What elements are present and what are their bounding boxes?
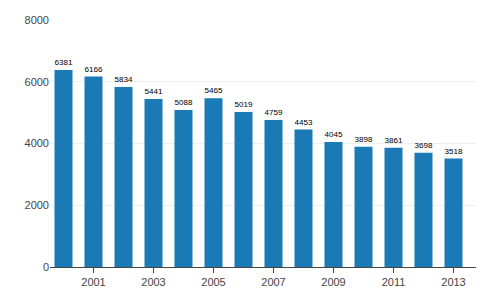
svg-text:6000: 6000 [25, 76, 49, 88]
svg-text:5088: 5088 [175, 98, 193, 107]
svg-text:5441: 5441 [145, 87, 163, 96]
svg-text:2007: 2007 [261, 276, 285, 288]
svg-text:4000: 4000 [25, 137, 49, 149]
svg-text:4045: 4045 [325, 130, 343, 139]
svg-text:5019: 5019 [235, 100, 253, 109]
svg-text:2011: 2011 [382, 276, 406, 288]
svg-text:2009: 2009 [321, 276, 345, 288]
svg-text:0: 0 [43, 261, 49, 273]
svg-text:3861: 3861 [385, 136, 403, 145]
svg-text:2000: 2000 [25, 199, 49, 211]
svg-text:5465: 5465 [205, 86, 223, 95]
svg-text:8000: 8000 [25, 14, 49, 26]
svg-text:6166: 6166 [85, 65, 103, 74]
svg-text:3898: 3898 [355, 135, 373, 144]
svg-text:4453: 4453 [295, 118, 313, 127]
svg-text:5834: 5834 [115, 75, 133, 84]
svg-text:2001: 2001 [81, 276, 105, 288]
svg-text:2003: 2003 [141, 276, 165, 288]
svg-text:3518: 3518 [445, 147, 463, 156]
svg-text:6381: 6381 [55, 58, 73, 67]
svg-text:2013: 2013 [441, 276, 465, 288]
svg-text:4759: 4759 [265, 108, 283, 117]
svg-text:2005: 2005 [201, 276, 225, 288]
svg-text:3698: 3698 [415, 141, 433, 150]
